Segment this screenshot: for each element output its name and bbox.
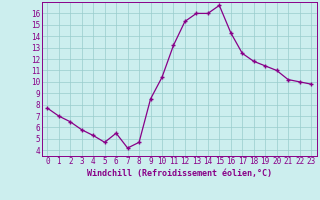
X-axis label: Windchill (Refroidissement éolien,°C): Windchill (Refroidissement éolien,°C): [87, 169, 272, 178]
